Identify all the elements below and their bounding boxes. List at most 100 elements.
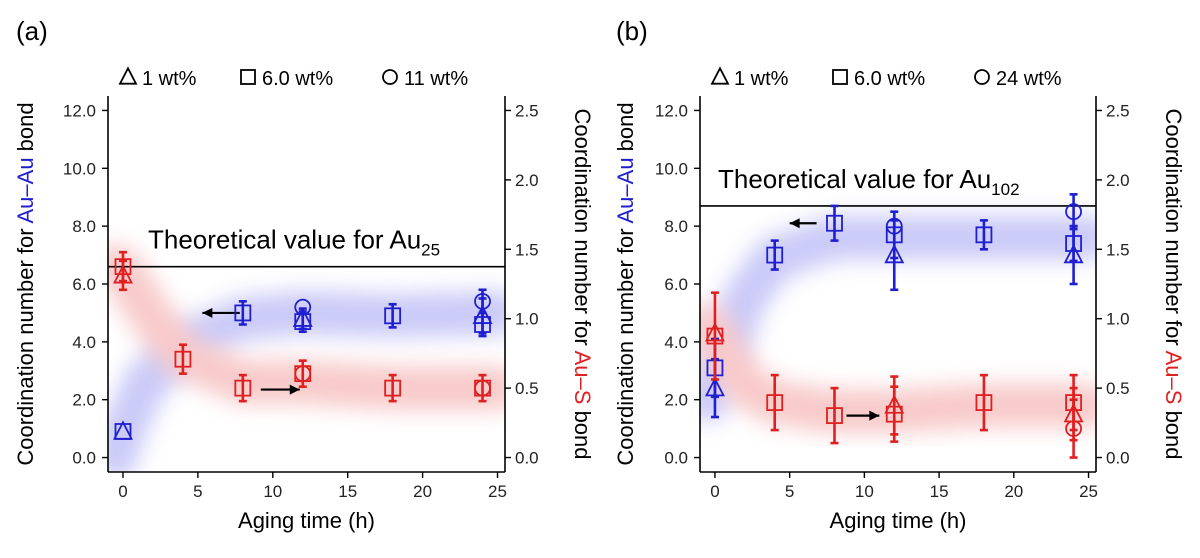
left-y-axis-label-part: bond [613,102,638,157]
left-y-axis-label-part: Au–Au [613,157,638,223]
left-tick-label: 8.0 [664,217,688,236]
left-y-axis-label: Coordination number for Au–Au bond [613,102,638,465]
x-tick-label: 5 [785,482,794,501]
left-tick-label: 8.0 [72,217,96,236]
data-point-square [706,327,724,345]
data-point-triangle [1063,243,1084,264]
right-tick-label: 0.0 [1106,449,1130,468]
theoretical-label-subscript: 25 [421,241,440,260]
right-tick-label: 2.0 [1106,171,1130,190]
right-tick-label: 1.0 [1106,310,1130,329]
right-tick-label: 1.5 [1106,240,1130,259]
panel-label: (a) [16,16,48,46]
x-tick-label: 10 [263,482,282,501]
right-tick-label: 2.5 [1106,101,1130,120]
x-tick-label: 15 [338,482,357,501]
data-point-triangle [884,243,905,264]
data-point-square [885,226,903,244]
trend-bands [700,215,1096,434]
left-tick-label: 2.0 [664,391,688,410]
data-point-square [975,226,993,244]
x-axis-label: Aging time (h) [238,508,375,533]
data-point-square [826,407,843,425]
legend-label: 1 wt% [142,68,197,90]
left-tick-label: 10.0 [63,159,96,178]
right-tick-label: 2.5 [515,101,539,120]
left-tick-label: 12.0 [63,101,96,120]
left-tick-label: 6.0 [72,275,96,294]
data-point-square [234,379,252,397]
data-point-square [975,394,993,411]
right-y-axis-label: Coordination number for Au–S bond [570,108,595,459]
data-point-square [474,316,491,333]
legend-label: 6.0 wt% [854,68,925,90]
x-tick-label: 20 [1004,482,1023,501]
left-y-axis-label: Coordination number for Au–Au bond [13,102,38,465]
legend-label: 24 wt% [996,68,1062,90]
left-y-axis-label-part: Coordination number for [613,223,638,465]
indicator-arrow-head [869,410,880,421]
legend-triangle-marker [118,66,138,85]
au-s-trend-band [108,244,505,411]
data-point-circle [885,217,903,235]
series-au-au-circle [294,288,491,316]
legend-triangle-marker [710,66,730,85]
left-tick-label: 0.0 [664,449,688,468]
trend-bands [108,244,505,472]
legend-circle-marker [974,69,990,85]
legend-label: 1 wt% [734,68,789,90]
data-point-circle [1065,203,1082,221]
data-point-square [885,405,903,423]
series-au-s-square [706,291,1082,445]
left-tick-label: 10.0 [655,159,688,178]
data-point-square [174,350,192,368]
data-point-circle [294,365,312,383]
left-tick-label: 2.0 [72,391,96,410]
indicator-arrow-head [789,218,800,229]
x-tick-label: 20 [413,482,432,501]
right-y-axis-label-part: Au–S [570,351,595,405]
x-tick-label: 25 [488,482,507,501]
panel-label: (b) [616,16,648,46]
x-tick-label: 15 [930,482,949,501]
au-s-trend-band [700,302,1096,434]
chart-panel-b: 0.0 2.0 4.0 6.0 8.0 10.0 12.0 0.0 0.5 1.0 1.5 2.0 2.… [613,16,1186,533]
legend-square-marker [240,69,256,85]
right-y-axis-label-part: Coordination number for [1161,108,1186,350]
data-point-square [114,423,132,440]
data-point-circle [1065,420,1082,438]
right-y-axis-label-part: Au–S [1161,351,1186,405]
right-y-axis-label-part: Coordination number for [570,108,595,350]
data-point-square [234,304,252,322]
right-y-axis-label: Coordination number for Au–S bond [1161,108,1186,459]
series-au-s-circle [1065,398,1082,459]
right-tick-label: 0.5 [515,379,539,398]
right-tick-label: 0.0 [515,449,539,468]
theoretical-label-subscript: 102 [991,180,1019,199]
right-tick-label: 1.0 [515,310,539,329]
right-tick-label: 0.5 [1106,379,1130,398]
x-axis-label: Aging time (h) [830,508,967,533]
x-tick-label: 5 [193,482,202,501]
left-y-axis-label-part: bond [13,102,38,157]
data-point-square [1065,235,1082,252]
x-tick-label: 10 [855,482,874,501]
series-au-au-circle [885,193,1082,235]
theoretical-label-text: Theoretical value for Au [148,225,421,255]
data-point-circle [294,298,312,316]
right-tick-label: 1.5 [515,240,539,259]
right-y-axis-label-part: bond [1161,404,1186,459]
chart-panel-a: 0.0 2.0 4.0 6.0 8.0 10.0 12.0 0.0 0.5 1.0 1.5 2.0 2.… [13,16,595,533]
legend-circle-marker [382,69,398,85]
indicator-arrow-head [202,307,213,318]
left-tick-label: 0.0 [72,449,96,468]
left-y-axis-label-part: Coordination number for [13,223,38,465]
x-tick-label: 0 [710,482,719,501]
indicator-arrow-head [289,384,300,395]
left-y-axis-label-part: Au–Au [13,157,38,223]
legend-label: 11 wt% [404,68,468,90]
right-y-axis-label-part: bond [570,404,595,459]
series-au-s-circle [294,365,491,397]
